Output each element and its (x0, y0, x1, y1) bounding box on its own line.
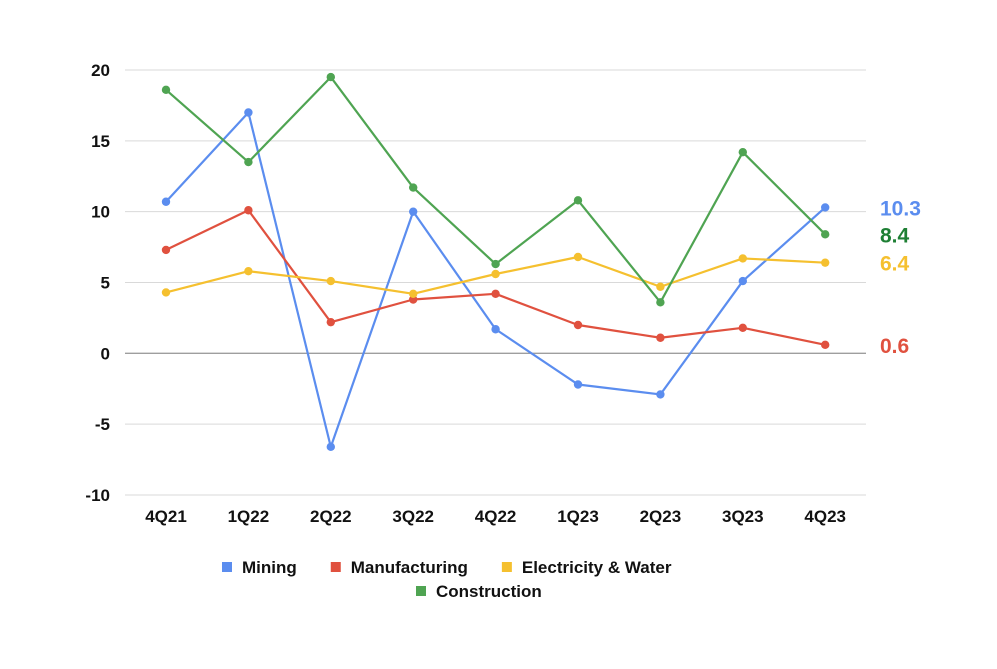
y-tick-label: 15 (91, 132, 110, 151)
x-tick-label: 3Q22 (392, 507, 434, 526)
point-mining (161, 197, 171, 206)
y-tick-label: -5 (95, 415, 110, 434)
point-mining (244, 108, 253, 117)
legend-label-manufacturing: Manufacturing (351, 558, 468, 577)
series-mining (161, 108, 830, 452)
x-tick-label: 3Q23 (722, 507, 764, 526)
legend-label-mining: Mining (242, 558, 297, 577)
x-tick-label: 4Q23 (804, 507, 846, 526)
legend-item-electricity-water: Electricity & Water (501, 558, 672, 577)
line-construction (165, 75, 826, 304)
point-mining (491, 325, 500, 334)
series-lines (161, 72, 830, 452)
y-tick-label: 0 (101, 344, 110, 363)
point-manufacturing (573, 320, 583, 330)
legend-label-electricity-water: Electricity & Water (522, 558, 672, 577)
x-tick-label: 1Q23 (557, 507, 599, 526)
x-tick-label: 4Q22 (475, 507, 517, 526)
legend-label-construction: Construction (436, 582, 542, 601)
point-electricity-water (409, 289, 418, 299)
point-construction (573, 196, 583, 205)
point-manufacturing (738, 323, 747, 333)
point-electricity-water (161, 288, 171, 297)
point-mining (409, 207, 418, 216)
point-electricity-water (656, 282, 665, 291)
point-mining (326, 442, 335, 452)
x-axis-ticks: 4Q21 1Q22 2Q22 3Q22 4Q22 1Q23 2Q23 3Q23 4Q23 (145, 507, 846, 526)
point-manufacturing (821, 340, 830, 350)
point-manufacturing (326, 317, 335, 327)
legend-item-mining: Mining (222, 558, 297, 577)
gridlines (125, 69, 866, 496)
end-label-electricity-water: 6.4 (880, 253, 910, 276)
legend-swatch-construction (416, 586, 426, 596)
y-tick-label: 10 (91, 203, 110, 222)
y-tick-label: 5 (101, 274, 110, 293)
x-tick-label: 4Q21 (145, 507, 187, 526)
legend: Mining Manufacturing Electricity & Water Co… (222, 558, 672, 601)
end-label-manufacturing: 0.6 (880, 335, 909, 358)
point-manufacturing (244, 206, 253, 215)
legend-item-manufacturing: Manufacturing (330, 558, 468, 577)
point-manufacturing (491, 289, 500, 299)
end-label-construction: 8.4 (880, 224, 910, 247)
y-tick-label: -10 (85, 486, 110, 505)
x-tick-label: 2Q23 (640, 507, 682, 526)
legend-swatch-manufacturing (330, 562, 341, 572)
y-tick-label: 20 (91, 61, 110, 80)
point-manufacturing (656, 333, 665, 342)
point-construction (409, 183, 418, 192)
series-electricity-water (161, 252, 830, 299)
end-label-mining: 10.3 (880, 197, 921, 220)
legend-swatch-mining (222, 562, 232, 572)
line-mining (165, 111, 826, 448)
legend-swatch-electricity-water (501, 562, 512, 572)
point-electricity-water (244, 266, 253, 276)
point-manufacturing (161, 245, 171, 255)
point-construction (656, 298, 665, 307)
point-mining (573, 380, 583, 389)
point-electricity-water (573, 252, 583, 262)
point-construction (161, 85, 171, 95)
point-electricity-water (821, 258, 830, 267)
point-mining (821, 203, 830, 212)
x-tick-label: 2Q22 (310, 507, 352, 526)
point-construction (821, 230, 830, 239)
point-electricity-water (738, 254, 747, 263)
point-construction (244, 157, 253, 167)
point-electricity-water (326, 276, 335, 286)
point-construction (738, 147, 747, 157)
point-construction (491, 259, 500, 269)
y-axis-ticks: 20 15 10 5 0 -5 -10 (85, 61, 110, 505)
point-electricity-water (491, 269, 500, 279)
point-construction (326, 72, 335, 82)
legend-item-construction: Construction (416, 582, 542, 601)
x-tick-label: 1Q22 (228, 507, 270, 526)
point-mining (656, 390, 665, 399)
end-labels: 10.3 0.6 6.4 8.4 (880, 197, 921, 357)
point-mining (738, 276, 747, 286)
series-construction (161, 72, 830, 307)
